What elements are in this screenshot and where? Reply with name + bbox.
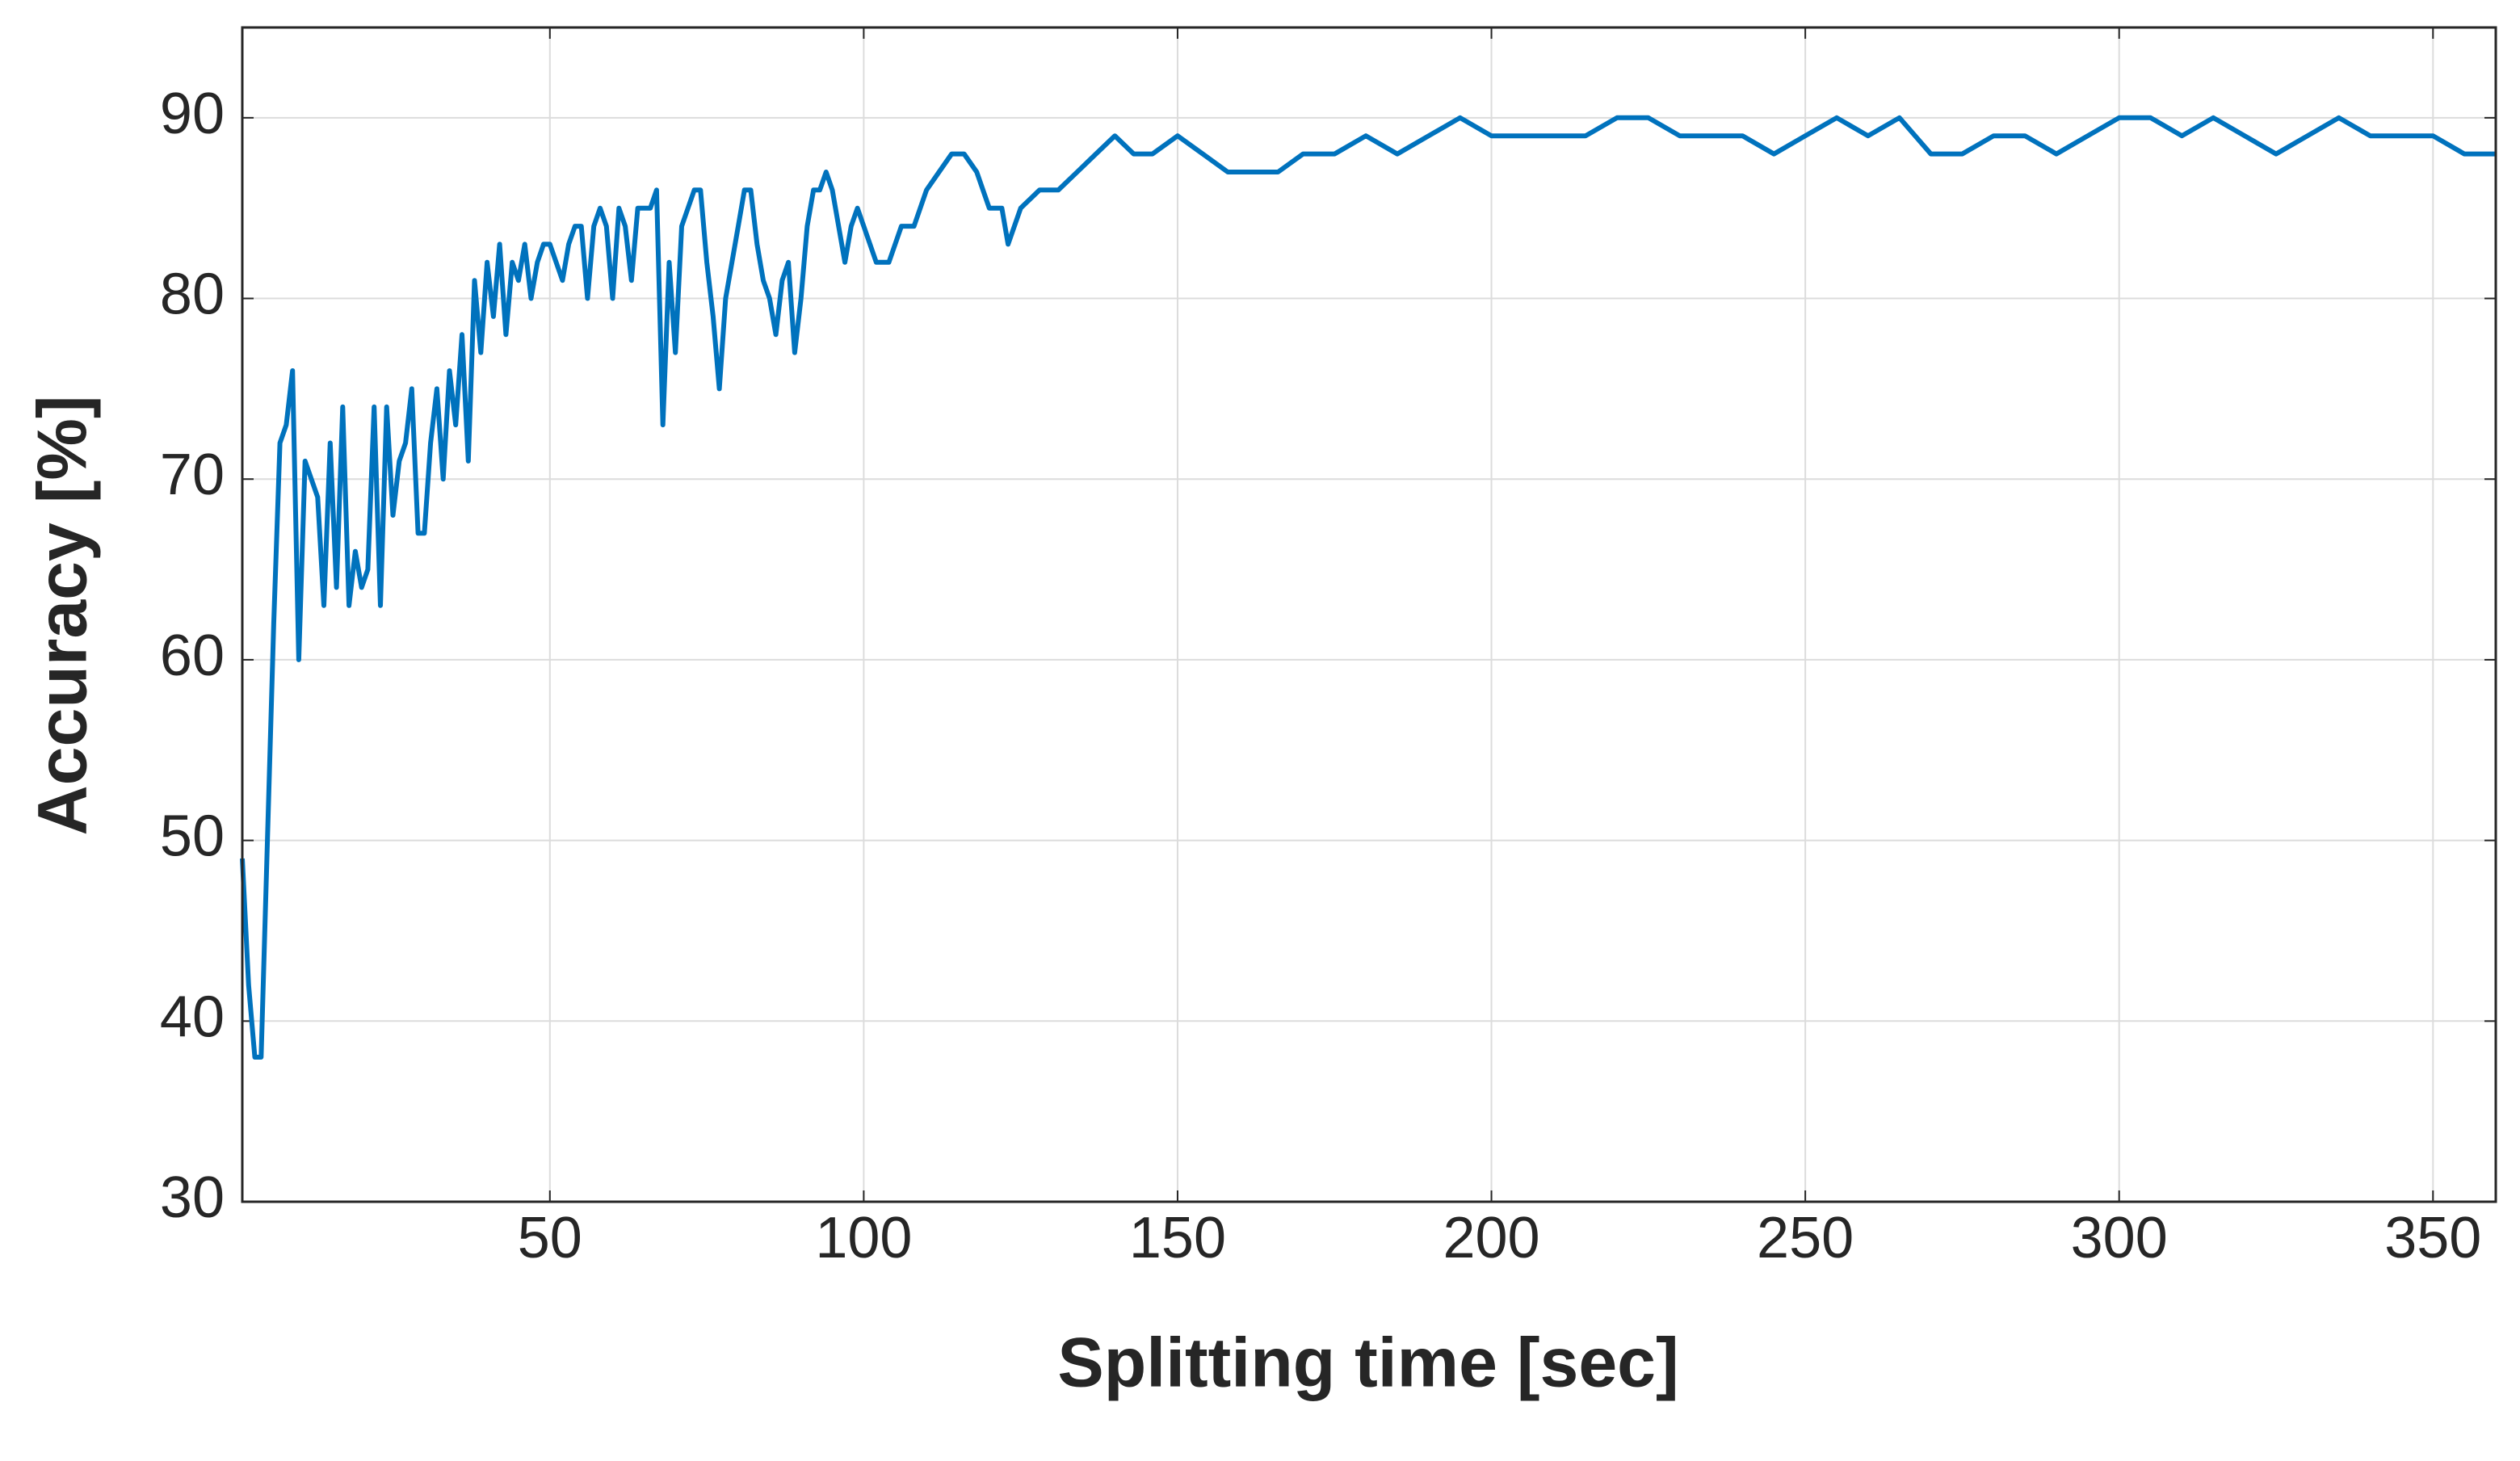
x-tick-label: 50 — [518, 1206, 582, 1270]
data-line — [240, 115, 2496, 1060]
x-tick-label: 100 — [815, 1206, 912, 1270]
y-tick-label: 30 — [160, 1165, 225, 1230]
x-tick-label: 350 — [2384, 1206, 2481, 1270]
x-tick-label: 300 — [2071, 1206, 2168, 1270]
y-tick-label: 90 — [160, 82, 225, 146]
y-tick-label: 50 — [160, 804, 225, 869]
x-tick-label: 200 — [1443, 1206, 1539, 1270]
x-tick-label: 250 — [1757, 1206, 1854, 1270]
x-tick-label: 150 — [1129, 1206, 1226, 1270]
y-tick-label: 70 — [160, 443, 225, 507]
plot-area — [242, 27, 2496, 1202]
x-axis-label: Splitting time [sec] — [1057, 1325, 1678, 1402]
y-tick-label: 80 — [160, 262, 225, 327]
plot-frame — [241, 26, 2497, 1203]
y-tick-label: 40 — [160, 984, 225, 1049]
y-tick-label: 60 — [160, 623, 225, 688]
y-axis-label: Accuracy [%] — [24, 396, 102, 836]
